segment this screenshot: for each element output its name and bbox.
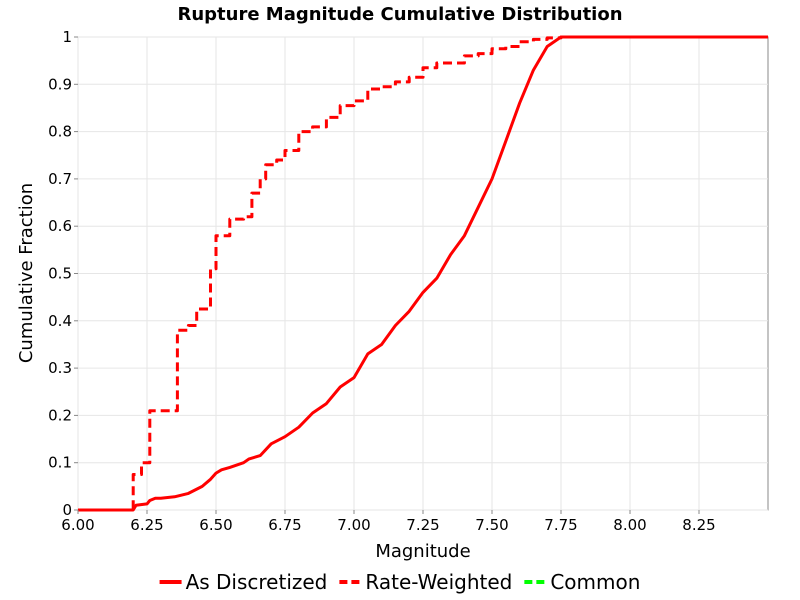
- x-tick-label: 6.25: [130, 516, 163, 534]
- data-series: [78, 35, 768, 512]
- x-tick-label: 7.00: [337, 516, 370, 534]
- x-axis-label: Magnitude: [375, 541, 470, 562]
- x-tick-label: 8.00: [613, 516, 646, 534]
- x-tick-label: 7.75: [544, 516, 577, 534]
- y-tick-label: 0: [62, 501, 72, 519]
- grid-lines: [77, 36, 768, 511]
- legend-label: Common: [550, 570, 640, 594]
- y-tick-label: 0.4: [48, 312, 72, 330]
- chart-title: Rupture Magnitude Cumulative Distributio…: [177, 4, 622, 25]
- legend: As Discretized Rate-Weighted Common: [159, 570, 640, 594]
- y-tick-label: 0.1: [48, 454, 72, 472]
- x-tick-label: 7.50: [475, 516, 508, 534]
- series-line-as-discretized: [78, 35, 768, 512]
- legend-label: As Discretized: [186, 570, 328, 594]
- x-tick-label: 6.00: [61, 516, 94, 534]
- x-tick-label: 6.50: [199, 516, 232, 534]
- x-tick-label: 7.25: [406, 516, 439, 534]
- x-tick-label: 8.25: [682, 516, 715, 534]
- x-axis-ticks: 6.00 6.25 6.50 6.75 7.00 7.25 7.50 7.75 8.00 8.25: [61, 510, 716, 534]
- y-tick-label: 0.7: [48, 170, 72, 188]
- y-axis-label: Cumulative Fraction: [16, 183, 37, 363]
- plot-area: [77, 35, 769, 512]
- y-tick-label: 0.3: [48, 359, 72, 377]
- y-tick-label: 1: [62, 28, 72, 46]
- y-tick-label: 0.8: [48, 123, 72, 141]
- y-tick-label: 0.2: [48, 406, 72, 424]
- y-axis-ticks: 0 0.1 0.2 0.3 0.4 0.5 0.6 0.7 0.8 0.9 1: [48, 28, 78, 519]
- series-line-rate-weighted: [78, 35, 768, 512]
- x-tick-label: 6.75: [268, 516, 301, 534]
- y-tick-label: 0.9: [48, 75, 72, 93]
- y-tick-label: 0.6: [48, 217, 72, 235]
- legend-label: Rate-Weighted: [365, 570, 512, 594]
- y-tick-label: 0.5: [48, 265, 72, 283]
